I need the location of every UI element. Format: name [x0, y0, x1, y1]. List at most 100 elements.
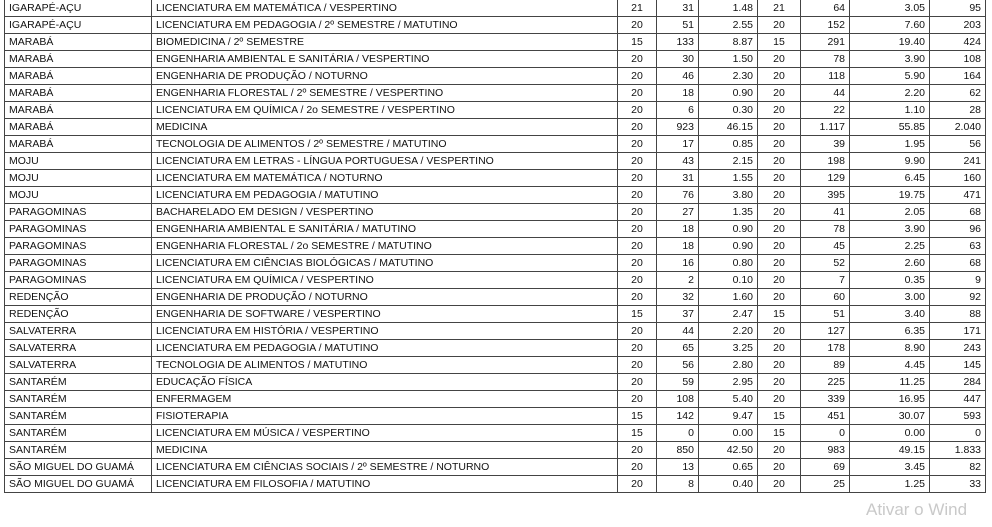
ratio-2-cell: 49.15: [849, 441, 930, 459]
ratio-2-cell: 19.75: [849, 186, 930, 204]
ratio-1-cell: 1.55: [698, 169, 758, 187]
vacancies-2-cell: 20: [757, 67, 801, 85]
total-cell: 68: [929, 254, 986, 272]
total-cell: 62: [929, 84, 986, 102]
applicants-1-cell: 76: [656, 186, 699, 204]
city-cell: MARABÁ: [4, 118, 152, 136]
table-row: PARAGOMINAS LICENCIATURA EM CIÊNCIAS BIOL…: [4, 254, 986, 272]
ratio-1-cell: 9.47: [698, 407, 758, 425]
ratio-2-cell: 3.05: [849, 0, 930, 17]
ratio-2-cell: 2.05: [849, 203, 930, 221]
applicants-1-cell: 18: [656, 84, 699, 102]
table-row: IGARAPÉ-AÇU LICENCIATURA EM PEDAGOGIA / 2…: [4, 16, 986, 34]
applicants-2-cell: 198: [800, 152, 850, 170]
applicants-1-cell: 65: [656, 339, 699, 357]
total-cell: 424: [929, 33, 986, 51]
course-cell: FISIOTERAPIA: [151, 407, 618, 425]
total-cell: 241: [929, 152, 986, 170]
course-cell: EDUCAÇÃO FÍSICA: [151, 373, 618, 391]
applicants-2-cell: 44: [800, 84, 850, 102]
vacancies-1-cell: 15: [617, 33, 657, 51]
vacancies-1-cell: 20: [617, 84, 657, 102]
total-cell: 63: [929, 237, 986, 255]
applicants-2-cell: 25: [800, 475, 850, 493]
applicants-2-cell: 118: [800, 67, 850, 85]
total-cell: 164: [929, 67, 986, 85]
vacancies-1-cell: 20: [617, 390, 657, 408]
city-cell: SÃO MIGUEL DO GUAMÁ: [4, 475, 152, 493]
total-cell: 82: [929, 458, 986, 476]
applicants-2-cell: 69: [800, 458, 850, 476]
applicants-2-cell: 52: [800, 254, 850, 272]
vacancies-1-cell: 20: [617, 152, 657, 170]
city-cell: MARABÁ: [4, 67, 152, 85]
ratio-1-cell: 2.95: [698, 373, 758, 391]
ratio-1-cell: 2.15: [698, 152, 758, 170]
applicants-1-cell: 133: [656, 33, 699, 51]
vacancies-1-cell: 20: [617, 16, 657, 34]
vacancies-1-cell: 15: [617, 407, 657, 425]
applicants-1-cell: 142: [656, 407, 699, 425]
ratio-2-cell: 11.25: [849, 373, 930, 391]
city-cell: SANTARÉM: [4, 373, 152, 391]
applicants-2-cell: 225: [800, 373, 850, 391]
course-cell: ENGENHARIA DE PRODUÇÃO / NOTURNO: [151, 288, 618, 306]
course-cell: ENGENHARIA DE SOFTWARE / VESPERTINO: [151, 305, 618, 323]
vacancies-2-cell: 20: [757, 475, 801, 493]
table-row: SÃO MIGUEL DO GUAMÁ LICENCIATURA EM FILOS…: [4, 475, 986, 493]
course-cell: LICENCIATURA EM PEDAGOGIA / MATUTINO: [151, 186, 618, 204]
applicants-1-cell: 37: [656, 305, 699, 323]
table-row: IGARAPÉ-AÇU LICENCIATURA EM MATEMÁTICA / …: [4, 0, 986, 17]
city-cell: REDENÇÃO: [4, 305, 152, 323]
applicants-1-cell: 56: [656, 356, 699, 374]
vacancies-1-cell: 20: [617, 237, 657, 255]
ratio-1-cell: 2.55: [698, 16, 758, 34]
city-cell: MOJU: [4, 169, 152, 187]
vacancies-2-cell: 20: [757, 84, 801, 102]
vacancies-1-cell: 20: [617, 475, 657, 493]
ratio-1-cell: 5.40: [698, 390, 758, 408]
vacancies-2-cell: 20: [757, 16, 801, 34]
applicants-2-cell: 78: [800, 220, 850, 238]
vacancies-2-cell: 15: [757, 407, 801, 425]
course-cell: LICENCIATURA EM MATEMÁTICA / NOTURNO: [151, 169, 618, 187]
vacancies-1-cell: 21: [617, 0, 657, 17]
course-cell: LICENCIATURA EM CIÊNCIAS BIOLÓGICAS / MA…: [151, 254, 618, 272]
course-cell: ENGENHARIA FLORESTAL / 2o SEMESTRE / MAT…: [151, 237, 618, 255]
table-row: SANTARÉM ENFERMAGEM 20 108 5.40 20 339 16.95 447: [4, 390, 986, 408]
city-cell: PARAGOMINAS: [4, 271, 152, 289]
city-cell: SANTARÉM: [4, 407, 152, 425]
ratio-1-cell: 0.85: [698, 135, 758, 153]
applicants-1-cell: 13: [656, 458, 699, 476]
table-row: MARABÁ ENGENHARIA FLORESTAL / 2º SEMESTRE…: [4, 84, 986, 102]
ratio-1-cell: 0.90: [698, 84, 758, 102]
vacancies-1-cell: 20: [617, 135, 657, 153]
vacancies-2-cell: 15: [757, 424, 801, 442]
applicants-1-cell: 18: [656, 220, 699, 238]
ratio-1-cell: 2.20: [698, 322, 758, 340]
applicants-1-cell: 2: [656, 271, 699, 289]
total-cell: 33: [929, 475, 986, 493]
table-row: SÃO MIGUEL DO GUAMÁ LICENCIATURA EM CIÊNC…: [4, 458, 986, 476]
course-cell: LICENCIATURA EM QUÍMICA / 2o SEMESTRE / …: [151, 101, 618, 119]
applicants-2-cell: 60: [800, 288, 850, 306]
city-cell: MARABÁ: [4, 33, 152, 51]
ratio-2-cell: 1.25: [849, 475, 930, 493]
applicants-1-cell: 46: [656, 67, 699, 85]
applicants-1-cell: 44: [656, 322, 699, 340]
applicants-1-cell: 30: [656, 50, 699, 68]
applicants-2-cell: 451: [800, 407, 850, 425]
course-cell: LICENCIATURA EM PEDAGOGIA / 2º SEMESTRE …: [151, 16, 618, 34]
city-cell: MOJU: [4, 186, 152, 204]
city-cell: SANTARÉM: [4, 390, 152, 408]
course-cell: LICENCIATURA EM HISTÓRIA / VESPERTINO: [151, 322, 618, 340]
vacancies-1-cell: 20: [617, 118, 657, 136]
table-row: PARAGOMINAS BACHARELADO EM DESIGN / VESPE…: [4, 203, 986, 221]
ratio-2-cell: 3.90: [849, 50, 930, 68]
vacancies-2-cell: 20: [757, 50, 801, 68]
course-cell: ENGENHARIA FLORESTAL / 2º SEMESTRE / VES…: [151, 84, 618, 102]
ratio-1-cell: 1.35: [698, 203, 758, 221]
total-cell: 2.040: [929, 118, 986, 136]
city-cell: SÃO MIGUEL DO GUAMÁ: [4, 458, 152, 476]
city-cell: PARAGOMINAS: [4, 220, 152, 238]
